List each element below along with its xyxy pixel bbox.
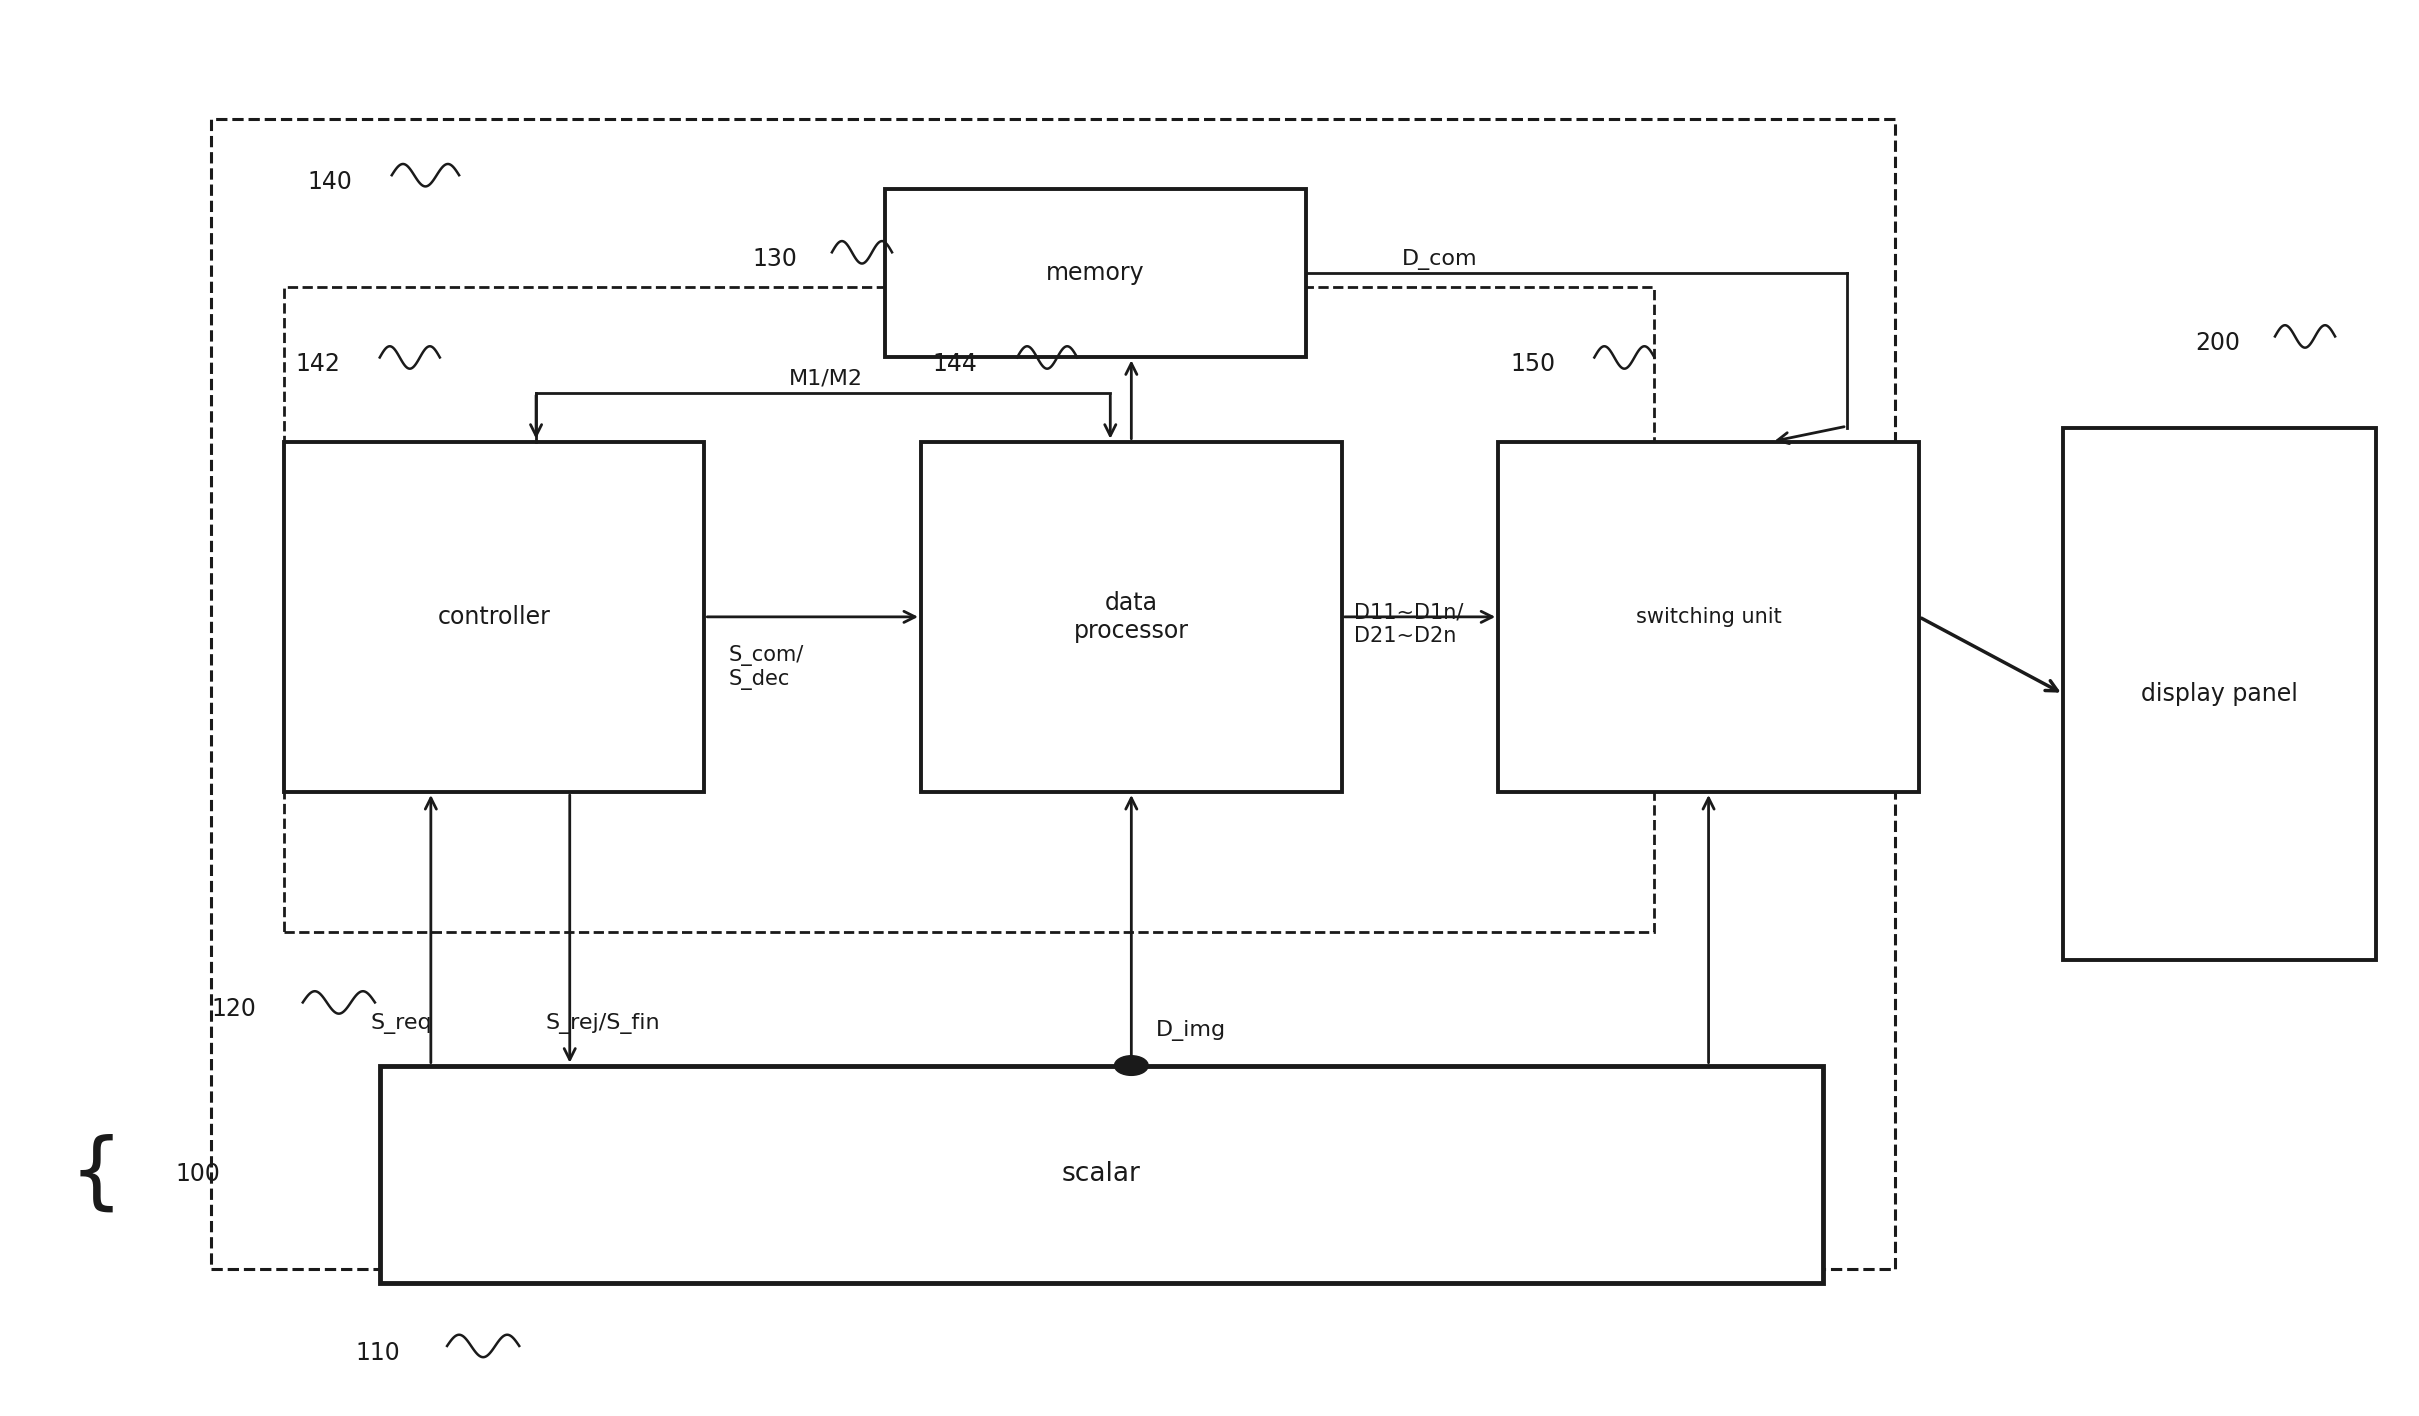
Bar [885, 190, 1306, 357]
Bar [380, 1065, 1824, 1283]
Text: 130: 130 [752, 248, 798, 272]
Text: 144: 144 [934, 353, 977, 377]
Text: 110: 110 [356, 1341, 402, 1365]
Bar [1497, 442, 1918, 792]
Text: controller: controller [438, 605, 552, 629]
Text: memory: memory [1045, 262, 1144, 286]
Circle shape [1115, 1056, 1149, 1075]
Text: S_rej/S_fin: S_rej/S_fin [547, 1012, 660, 1034]
Text: {: { [70, 1134, 123, 1215]
Text: 120: 120 [210, 997, 256, 1021]
Text: 200: 200 [2196, 331, 2240, 355]
Text: data
processor: data processor [1074, 590, 1188, 643]
Text: S_req: S_req [370, 1012, 433, 1034]
Text: scalar: scalar [1062, 1161, 1142, 1187]
Bar [210, 119, 1894, 1269]
Bar [922, 442, 1343, 792]
Text: 142: 142 [295, 353, 341, 377]
Text: display panel: display panel [2141, 683, 2298, 707]
Text: D_img: D_img [1156, 1020, 1226, 1041]
Text: D11~D1n/
D21~D2n: D11~D1n/ D21~D2n [1355, 603, 1463, 646]
Bar [283, 287, 1655, 932]
Text: 150: 150 [1509, 353, 1555, 377]
Text: 140: 140 [307, 170, 353, 194]
Text: D_com: D_com [1403, 249, 1478, 270]
Text: S_com/
S_dec: S_com/ S_dec [728, 644, 803, 690]
Bar [2063, 428, 2375, 960]
Bar [283, 442, 704, 792]
Text: 100: 100 [174, 1163, 220, 1187]
Text: M1/M2: M1/M2 [789, 368, 864, 388]
Text: switching unit: switching unit [1635, 607, 1780, 627]
